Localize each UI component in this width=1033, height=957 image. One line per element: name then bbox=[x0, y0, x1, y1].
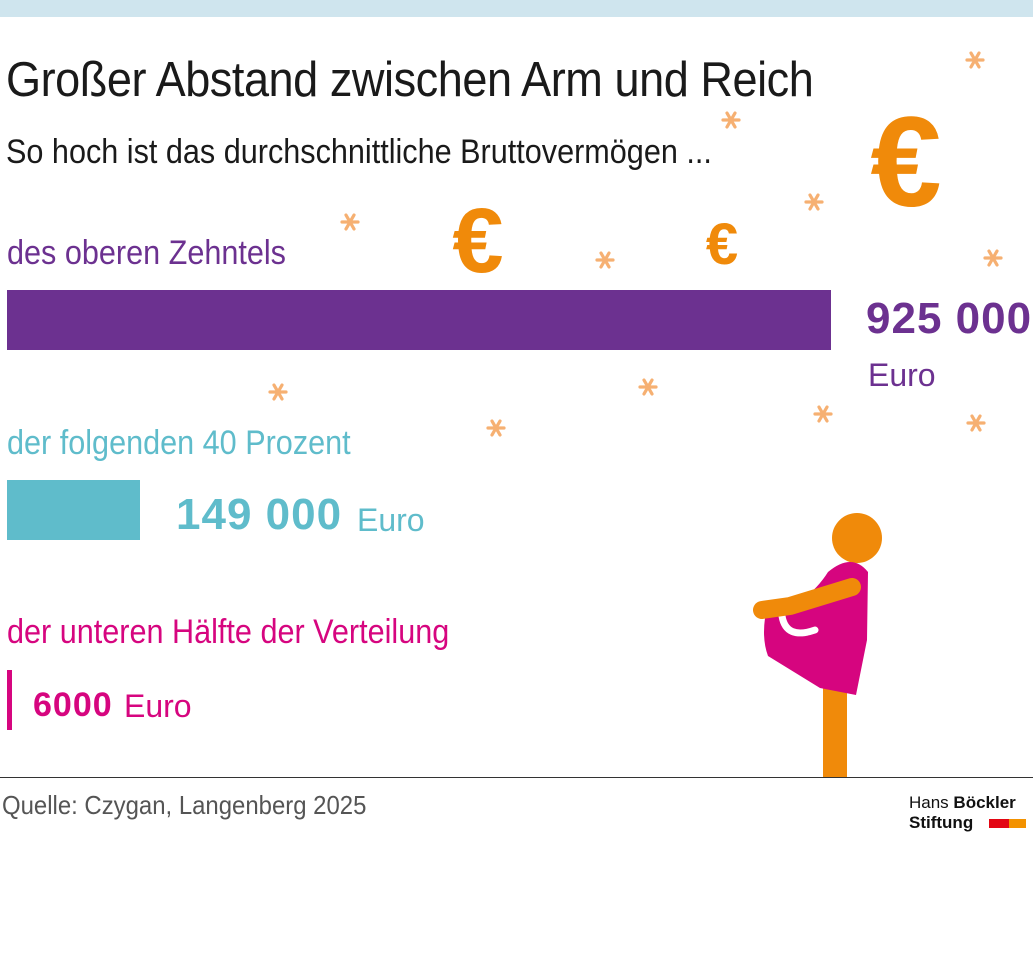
footer-divider bbox=[0, 777, 1033, 778]
asterisk-icon bbox=[804, 193, 824, 211]
asterisk-icon bbox=[340, 213, 360, 231]
value-label-middle: 149 000 bbox=[176, 490, 343, 539]
asterisk-icon bbox=[595, 251, 615, 269]
asterisk-icon bbox=[638, 378, 658, 396]
chart-subtitle: So hoch ist das durchschnittliche Brutto… bbox=[6, 133, 712, 171]
chart-title: Großer Abstand zwischen Arm und Reich bbox=[6, 53, 814, 107]
value-label-top: 925 000 bbox=[866, 294, 1033, 343]
unit-label-top: Euro bbox=[868, 357, 936, 393]
asterisk-icon bbox=[983, 249, 1003, 267]
top-band bbox=[0, 0, 1033, 17]
category-label-middle: der folgenden 40 Prozent bbox=[7, 424, 351, 462]
unit-label-bottom: Euro bbox=[124, 688, 192, 724]
asterisk-icon bbox=[486, 419, 506, 437]
euro-coin-icon: € bbox=[870, 91, 941, 234]
euro-coin-icon: € bbox=[452, 190, 503, 292]
asterisk-icon bbox=[813, 405, 833, 423]
person-figure-icon bbox=[753, 513, 882, 778]
asterisk-group bbox=[97, 51, 1003, 437]
bar-top-tenth bbox=[7, 290, 831, 350]
bar-next-40-percent bbox=[7, 480, 140, 540]
asterisk-icon bbox=[721, 111, 741, 129]
value-label-bottom: 6000 bbox=[33, 686, 113, 724]
euro-coin-icon: € bbox=[706, 212, 738, 277]
hans-boeckler-logo: Hans Böckler Stiftung bbox=[909, 793, 1031, 833]
bar-lower-half bbox=[7, 670, 12, 730]
decoration-layer: € € € bbox=[97, 51, 1003, 778]
category-label-top: des oberen Zehntels bbox=[7, 234, 286, 272]
category-label-bottom: der unteren Hälfte der Verteilung bbox=[7, 613, 450, 651]
asterisk-icon bbox=[268, 383, 288, 401]
asterisk-icon bbox=[966, 414, 986, 432]
source-note: Quelle: Czygan, Langenberg 2025 bbox=[2, 790, 367, 820]
asterisk-icon bbox=[965, 51, 985, 69]
unit-label-middle: Euro bbox=[357, 502, 425, 538]
